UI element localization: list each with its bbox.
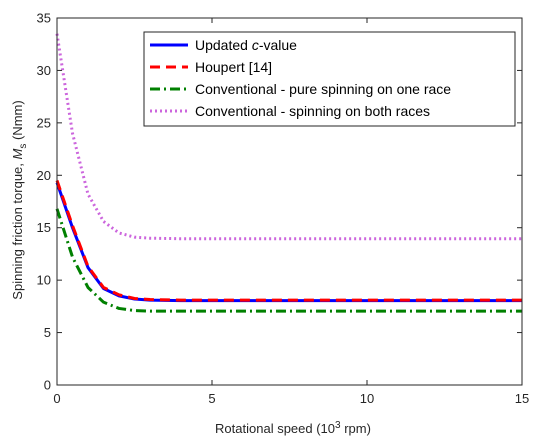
axes-frame xyxy=(56,17,523,386)
series-layer xyxy=(55,33,522,313)
y-tick-label: 15 xyxy=(37,220,51,235)
y-tick-label: 5 xyxy=(44,325,51,340)
axes xyxy=(56,17,523,386)
series-line-1 xyxy=(55,180,522,302)
legend-label-conventional-both-races: Conventional - spinning on both races xyxy=(195,103,430,119)
y-axis-label: Spinning friction torque, Ms (Nmm) xyxy=(10,100,29,299)
y-tick-label: 0 xyxy=(44,378,51,393)
y-tick-label: 35 xyxy=(37,11,51,26)
series-line-3 xyxy=(55,33,522,241)
legend-label-conventional-one-race: Conventional - pure spinning on one race xyxy=(195,81,451,97)
legend: Updated c-value Houpert [14] Conventiona… xyxy=(143,31,516,127)
legend-label-houpert: Houpert [14] xyxy=(195,59,272,75)
legend-box xyxy=(143,31,516,127)
x-tick-label: 10 xyxy=(360,391,374,406)
legend-label-updated-c-value: Updated c-value xyxy=(195,37,297,53)
ticks: 0 5 10 15 0 5 10 15 20 25 30 35 xyxy=(37,11,530,407)
y-tick-label: 25 xyxy=(37,115,51,130)
x-axis-label: Rotational speed (103 rpm) xyxy=(215,420,371,436)
x-tick-label: 0 xyxy=(53,391,60,406)
y-tick-label: 30 xyxy=(37,63,51,78)
y-tick-label: 10 xyxy=(37,273,51,288)
x-tick-label: 5 xyxy=(208,391,215,406)
series-line-2 xyxy=(55,208,522,313)
y-tick-label: 20 xyxy=(37,168,51,183)
x-tick-label: 15 xyxy=(515,391,529,406)
